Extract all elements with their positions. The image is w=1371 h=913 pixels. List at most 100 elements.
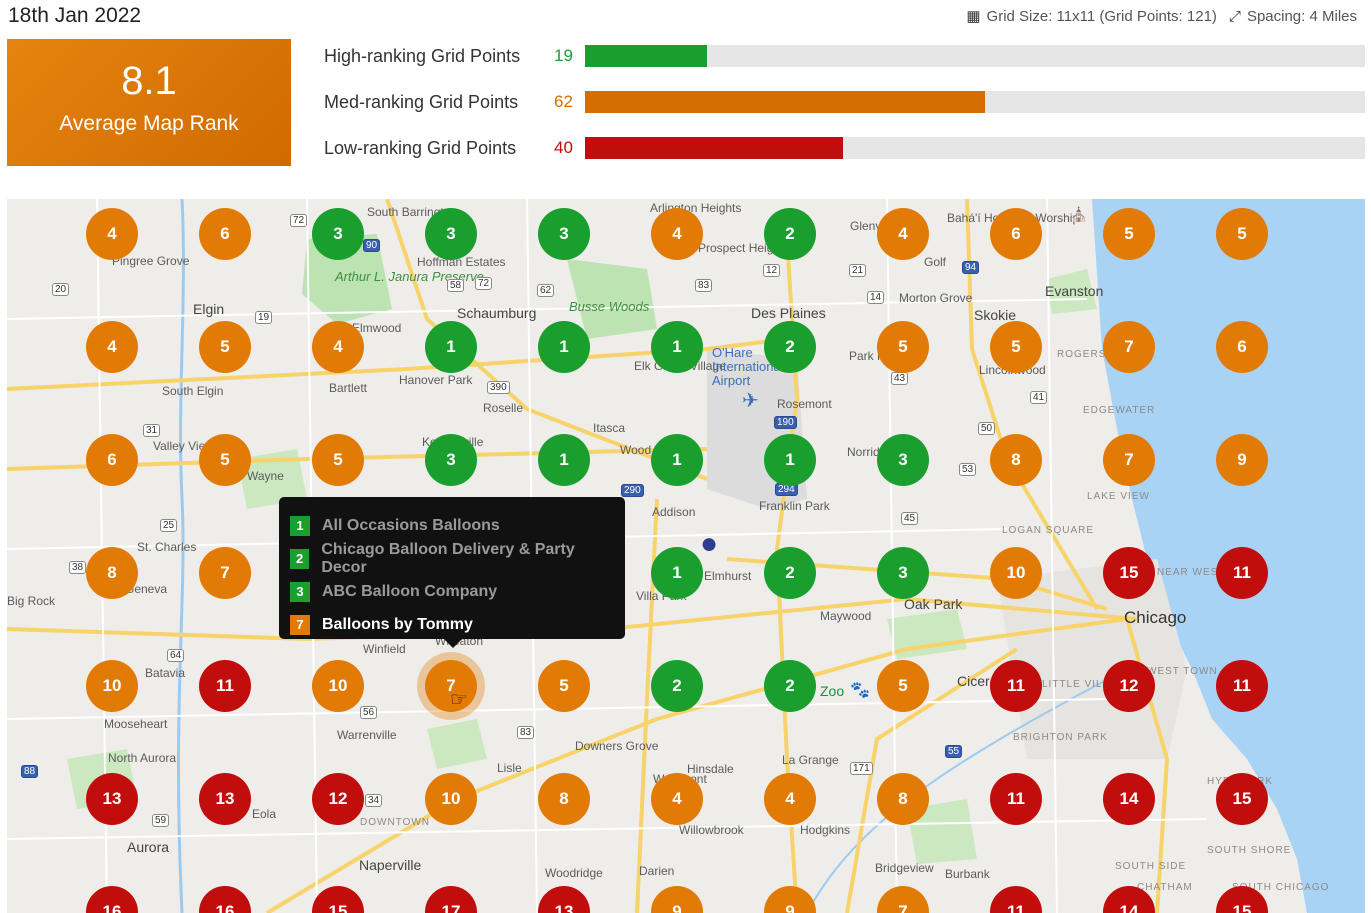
grid-point[interactable]: 8 [538,773,590,825]
map-label: Evanston [1045,283,1104,299]
grid-point[interactable]: 8 [877,773,929,825]
rank-map[interactable]: South Barrington Arlington Heights Glenv… [7,199,1365,913]
grid-point[interactable]: 10 [990,547,1042,599]
spacing-text: Spacing: 4 Miles [1246,7,1357,25]
grid-point[interactable]: 8 [990,434,1042,486]
grid-point[interactable]: 5 [199,434,251,486]
grid-point[interactable]: 15 [1216,773,1268,825]
grid-point[interactable]: 11 [990,660,1042,712]
grid-size-text: Grid Size: 11x11 (Grid Points: 121) [986,7,1217,25]
stat-high-bar-fill [585,45,708,67]
grid-point[interactable]: 3 [877,434,929,486]
grid-point[interactable]: 4 [651,773,703,825]
grid-point[interactable]: 11 [1216,547,1268,599]
grid-point[interactable]: 1 [651,547,703,599]
stat-med-label: Med-ranking Grid Points [324,91,519,112]
grid-point[interactable]: 3 [538,208,590,260]
grid-point[interactable]: 3 [312,208,364,260]
grid-point[interactable]: 9 [1216,434,1268,486]
grid-point[interactable]: 5 [990,321,1042,373]
grid-point[interactable]: 7 [1103,434,1155,486]
grid-point[interactable]: 7 [199,547,251,599]
grid-point[interactable]: 13 [86,773,138,825]
grid-point[interactable]: 5 [199,321,251,373]
grid-point[interactable]: 5 [538,660,590,712]
location-pin-icon[interactable]: ● [700,527,719,560]
grid-point[interactable]: 10 [86,660,138,712]
grid-point[interactable]: 5 [877,321,929,373]
grid-point[interactable]: 2 [764,208,816,260]
grid-point[interactable]: 6 [1216,321,1268,373]
grid-point[interactable]: 11 [990,773,1042,825]
grid-point[interactable]: 3 [425,434,477,486]
grid-point[interactable]: 12 [312,773,364,825]
grid-point[interactable]: 8 [86,547,138,599]
map-label: Skokie [974,307,1017,323]
grid-point[interactable]: 4 [312,321,364,373]
tooltip-row: 3 ABC Balloon Company [290,575,614,608]
highway-shield: 25 [160,519,178,532]
highway-shield: 55 [945,745,963,758]
grid-point[interactable]: 1 [651,434,703,486]
grid-point[interactable]: 4 [651,208,703,260]
highway-shield: 390 [487,381,510,394]
map-label: Mooseheart [104,717,168,731]
grid-point[interactable]: 13 [199,773,251,825]
hand-cursor-icon: ☞ [450,689,468,711]
grid-point[interactable]: 6 [990,208,1042,260]
map-airport-label: O'Hare International Airport [712,345,784,388]
grid-point[interactable]: 14 [1103,773,1155,825]
grid-point[interactable]: 12 [1103,660,1155,712]
highway-shield: 62 [537,284,555,297]
highway-shield: 20 [52,283,70,296]
stat-med-bar [585,91,1365,113]
stat-med: Med-ranking Grid Points 62 [324,90,585,114]
map-label: Itasca [593,421,626,435]
grid-point[interactable]: 6 [86,434,138,486]
highway-shield: 19 [255,311,273,324]
grid-point[interactable]: 2 [764,321,816,373]
grid-point[interactable]: 1 [425,321,477,373]
stat-low-bar [585,137,1365,159]
grid-point[interactable]: 10 [425,773,477,825]
stat-high: High-ranking Grid Points 19 [324,44,585,68]
grid-point[interactable]: 4 [764,773,816,825]
grid-point[interactable]: 11 [1216,660,1268,712]
grid-point[interactable]: 4 [86,321,138,373]
tooltip-business-name: Balloons by Tommy [322,615,473,633]
highway-shield: 43 [891,372,909,385]
tooltip-row: 1 All Occasions Balloons [290,509,614,542]
grid-point[interactable]: 5 [1103,208,1155,260]
tooltip-business-name: ABC Balloon Company [322,582,498,600]
grid-point[interactable]: 4 [877,208,929,260]
grid-point[interactable]: 6 [199,208,251,260]
grid-point[interactable]: 7 [1103,321,1155,373]
highway-shield: 90 [363,239,381,252]
grid-point[interactable]: 10 [312,660,364,712]
grid-point[interactable]: 5 [312,434,364,486]
grid-point[interactable]: 7 [425,660,477,712]
tooltip-rank-badge: 7 [290,614,310,635]
highway-shield: 31 [143,424,161,437]
grid-point[interactable]: 3 [877,547,929,599]
grid-point[interactable]: 5 [877,660,929,712]
grid-point[interactable]: 4 [86,208,138,260]
paw-icon: 🐾 [850,682,870,699]
grid-point[interactable]: 15 [1103,547,1155,599]
map-label: St. Charles [137,540,197,554]
highway-shield: 56 [360,706,378,719]
spacing-arrows-icon: ⤢ [1228,7,1241,25]
grid-point[interactable]: 1 [651,321,703,373]
grid-point[interactable]: 1 [538,321,590,373]
grid-point[interactable]: 11 [199,660,251,712]
grid-point[interactable]: 3 [425,208,477,260]
map-label: North Aurora [108,751,177,765]
map-label: Hodgkins [800,823,851,837]
grid-point[interactable]: 1 [538,434,590,486]
grid-point[interactable]: 1 [764,434,816,486]
grid-point[interactable]: 2 [651,660,703,712]
grid-point[interactable]: 5 [1216,208,1268,260]
map-hood-label: LOGAN SQUARE [1002,525,1095,536]
grid-point[interactable]: 2 [764,660,816,712]
grid-point[interactable]: 2 [764,547,816,599]
